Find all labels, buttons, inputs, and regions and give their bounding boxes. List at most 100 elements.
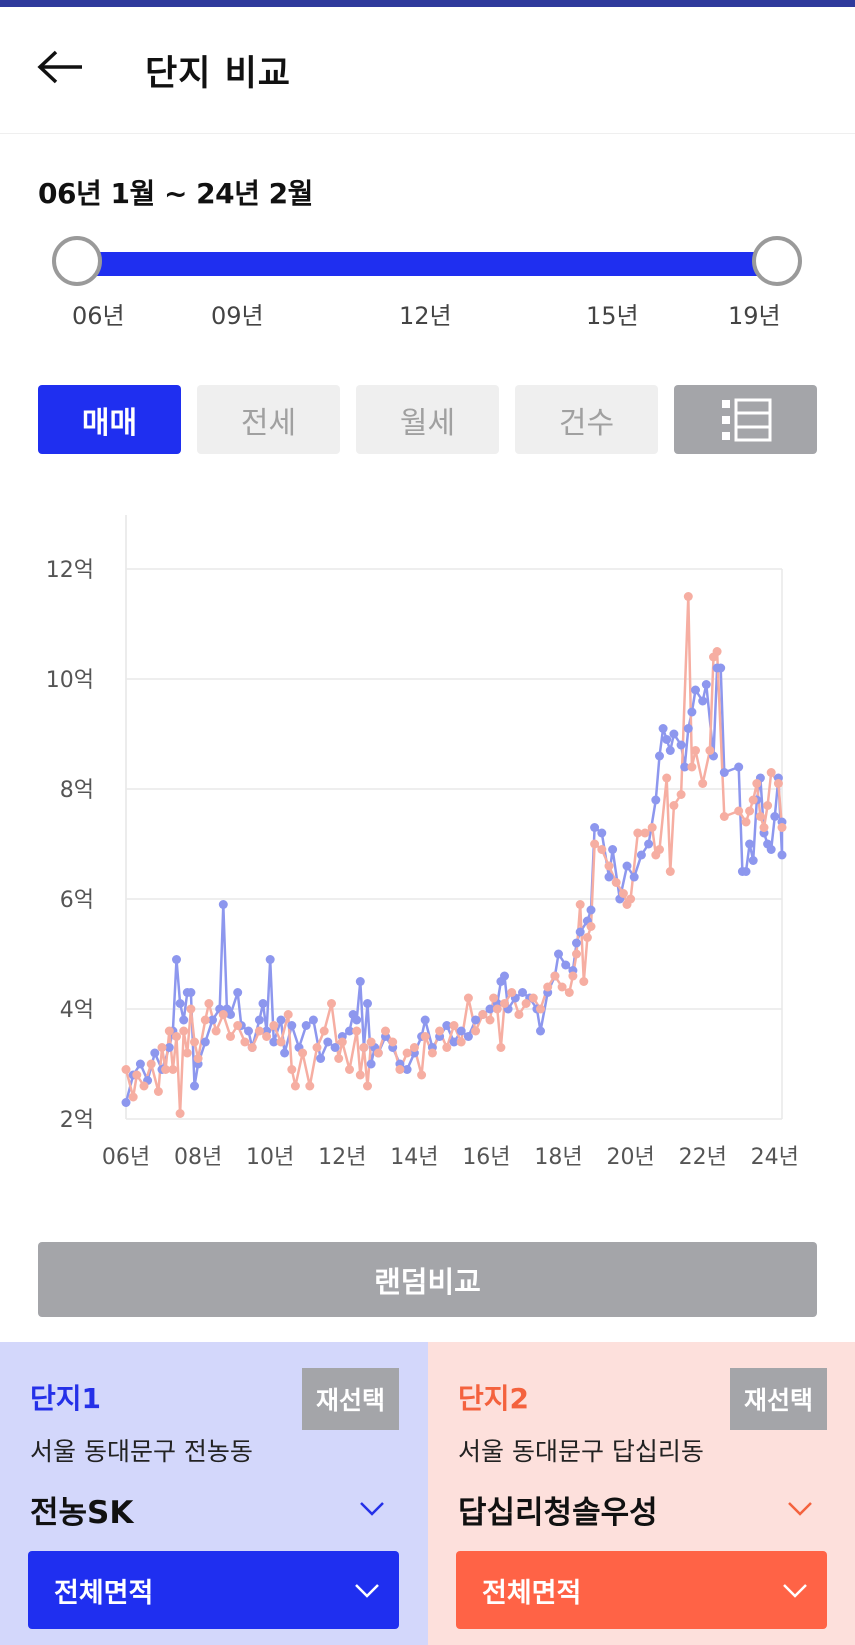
series-2-point: [763, 801, 773, 810]
series-2-point: [402, 1048, 412, 1058]
series-1-point: [330, 1043, 340, 1052]
series-2-point: [611, 878, 621, 887]
complex1-name[interactable]: 전농SK: [30, 1495, 134, 1531]
x-tick-label: 24년: [751, 1145, 799, 1170]
tab-monthly-rent[interactable]: 월세: [356, 385, 499, 454]
slider-end-handle[interactable]: [752, 236, 802, 286]
series-1-point: [719, 768, 729, 777]
series-2-point: [705, 746, 715, 755]
series-2-point: [359, 1043, 369, 1052]
complex2-area-select[interactable]: 전체면적: [456, 1551, 827, 1629]
tab-count[interactable]: 건수: [515, 385, 658, 454]
series-2-point: [218, 1010, 228, 1019]
series-2-point: [676, 790, 686, 799]
series-2-point: [146, 1059, 156, 1069]
series-2-point: [492, 1004, 502, 1014]
series-2-point: [579, 977, 589, 986]
series-1-point: [734, 762, 744, 772]
chevron-down-icon: [781, 1576, 809, 1604]
complex2-name[interactable]: 답십리청솔우성: [458, 1495, 658, 1531]
y-tick-label: 2억: [60, 1108, 94, 1133]
series-2-point: [572, 949, 581, 959]
series-1-point: [777, 850, 787, 860]
series-1-point: [269, 1037, 279, 1047]
series-1-point: [691, 685, 700, 695]
series-2-point: [319, 1026, 329, 1036]
tab-jeonse[interactable]: 전세: [197, 385, 340, 454]
series-2-point: [463, 993, 473, 1003]
series-1-point: [366, 1059, 376, 1069]
series-2-point: [182, 1048, 192, 1058]
series-2-point: [139, 1081, 149, 1091]
series-1-point: [323, 1037, 333, 1047]
series-2-point: [687, 762, 697, 772]
complex1-area-label: 전체면적: [54, 1577, 154, 1609]
slider-start-handle[interactable]: [52, 236, 102, 286]
series-1-point: [572, 938, 581, 948]
series-2-point: [536, 1004, 545, 1014]
complex1-area-select[interactable]: 전체면적: [28, 1551, 399, 1629]
chevron-down-icon[interactable]: [358, 1494, 386, 1522]
data-type-tabs: 매매 전세 월세 건수: [38, 385, 818, 454]
price-chart: 2억 4억 6억 8억 10억 12억 06년 08년 10년 12년 14년 16년 18년 20년 22…: [0, 510, 855, 1170]
series-1-point: [683, 724, 693, 733]
series-2-point: [745, 806, 755, 816]
series-2-point: [381, 1026, 390, 1036]
complex2-reselect-button[interactable]: 재선택: [730, 1368, 827, 1430]
tab-sale[interactable]: 매매: [38, 385, 181, 454]
complex1-reselect-button[interactable]: 재선택: [302, 1368, 399, 1430]
series-2-point: [586, 922, 596, 931]
series-1-point: [363, 999, 372, 1008]
slider-tick: 09년: [211, 302, 264, 330]
series-2-point: [734, 806, 744, 816]
series-2-point: [698, 779, 708, 788]
series-1-point: [135, 1059, 145, 1069]
series-2-point: [204, 999, 214, 1008]
series-2-point: [164, 1026, 174, 1036]
series-1-point: [716, 663, 726, 673]
series-1-point: [352, 1015, 362, 1025]
series-2-point: [777, 823, 787, 832]
series-1-point: [662, 735, 672, 744]
header: 단지 비교: [0, 7, 855, 134]
series-1-point: [586, 905, 596, 915]
random-compare-button[interactable]: 랜덤비교: [38, 1242, 817, 1317]
series-1-point: [442, 1021, 452, 1030]
series-2-point: [153, 1087, 163, 1096]
series-1-point: [280, 1048, 290, 1058]
back-button[interactable]: [36, 47, 86, 87]
series-2-point: [719, 812, 729, 821]
slider-tick: 19년: [728, 302, 781, 330]
series-1-point: [190, 1081, 199, 1091]
list-view-button[interactable]: [674, 385, 817, 454]
series-2-point: [456, 1037, 466, 1047]
page-title: 단지 비교: [145, 54, 291, 94]
x-tick-label: 08년: [174, 1145, 222, 1170]
series-1-point: [748, 856, 758, 865]
chevron-down-icon[interactable]: [786, 1494, 814, 1522]
series-2-point: [172, 1032, 181, 1041]
series-1-point: [561, 960, 571, 970]
series-1-point: [200, 1037, 210, 1047]
series-1-point: [629, 872, 639, 882]
series-2-point: [691, 746, 700, 755]
series-2-point: [345, 1065, 354, 1074]
series-2-point: [521, 999, 531, 1008]
series-2-point: [640, 828, 650, 838]
series-2-point: [712, 647, 722, 656]
complex1-panel: 단지1 재선택 서울 동대문구 전농동 전농SK 전체면적: [0, 1342, 428, 1645]
series-1-point: [172, 955, 181, 964]
series-2-point: [240, 1037, 250, 1047]
series-1-point: [701, 680, 711, 689]
series-1-point: [164, 1043, 174, 1052]
series-2-point: [485, 1015, 495, 1025]
series-2-point: [193, 1054, 203, 1063]
series-2-point: [121, 1065, 131, 1074]
series-1-point: [698, 696, 708, 706]
series-2-point: [618, 889, 628, 898]
x-tick-label: 18년: [534, 1145, 582, 1170]
complex2-address: 서울 동대문구 답십리동: [458, 1437, 704, 1466]
period-range-slider[interactable]: [52, 236, 808, 292]
series-2-point: [489, 993, 499, 1003]
series-1-point: [355, 977, 365, 986]
